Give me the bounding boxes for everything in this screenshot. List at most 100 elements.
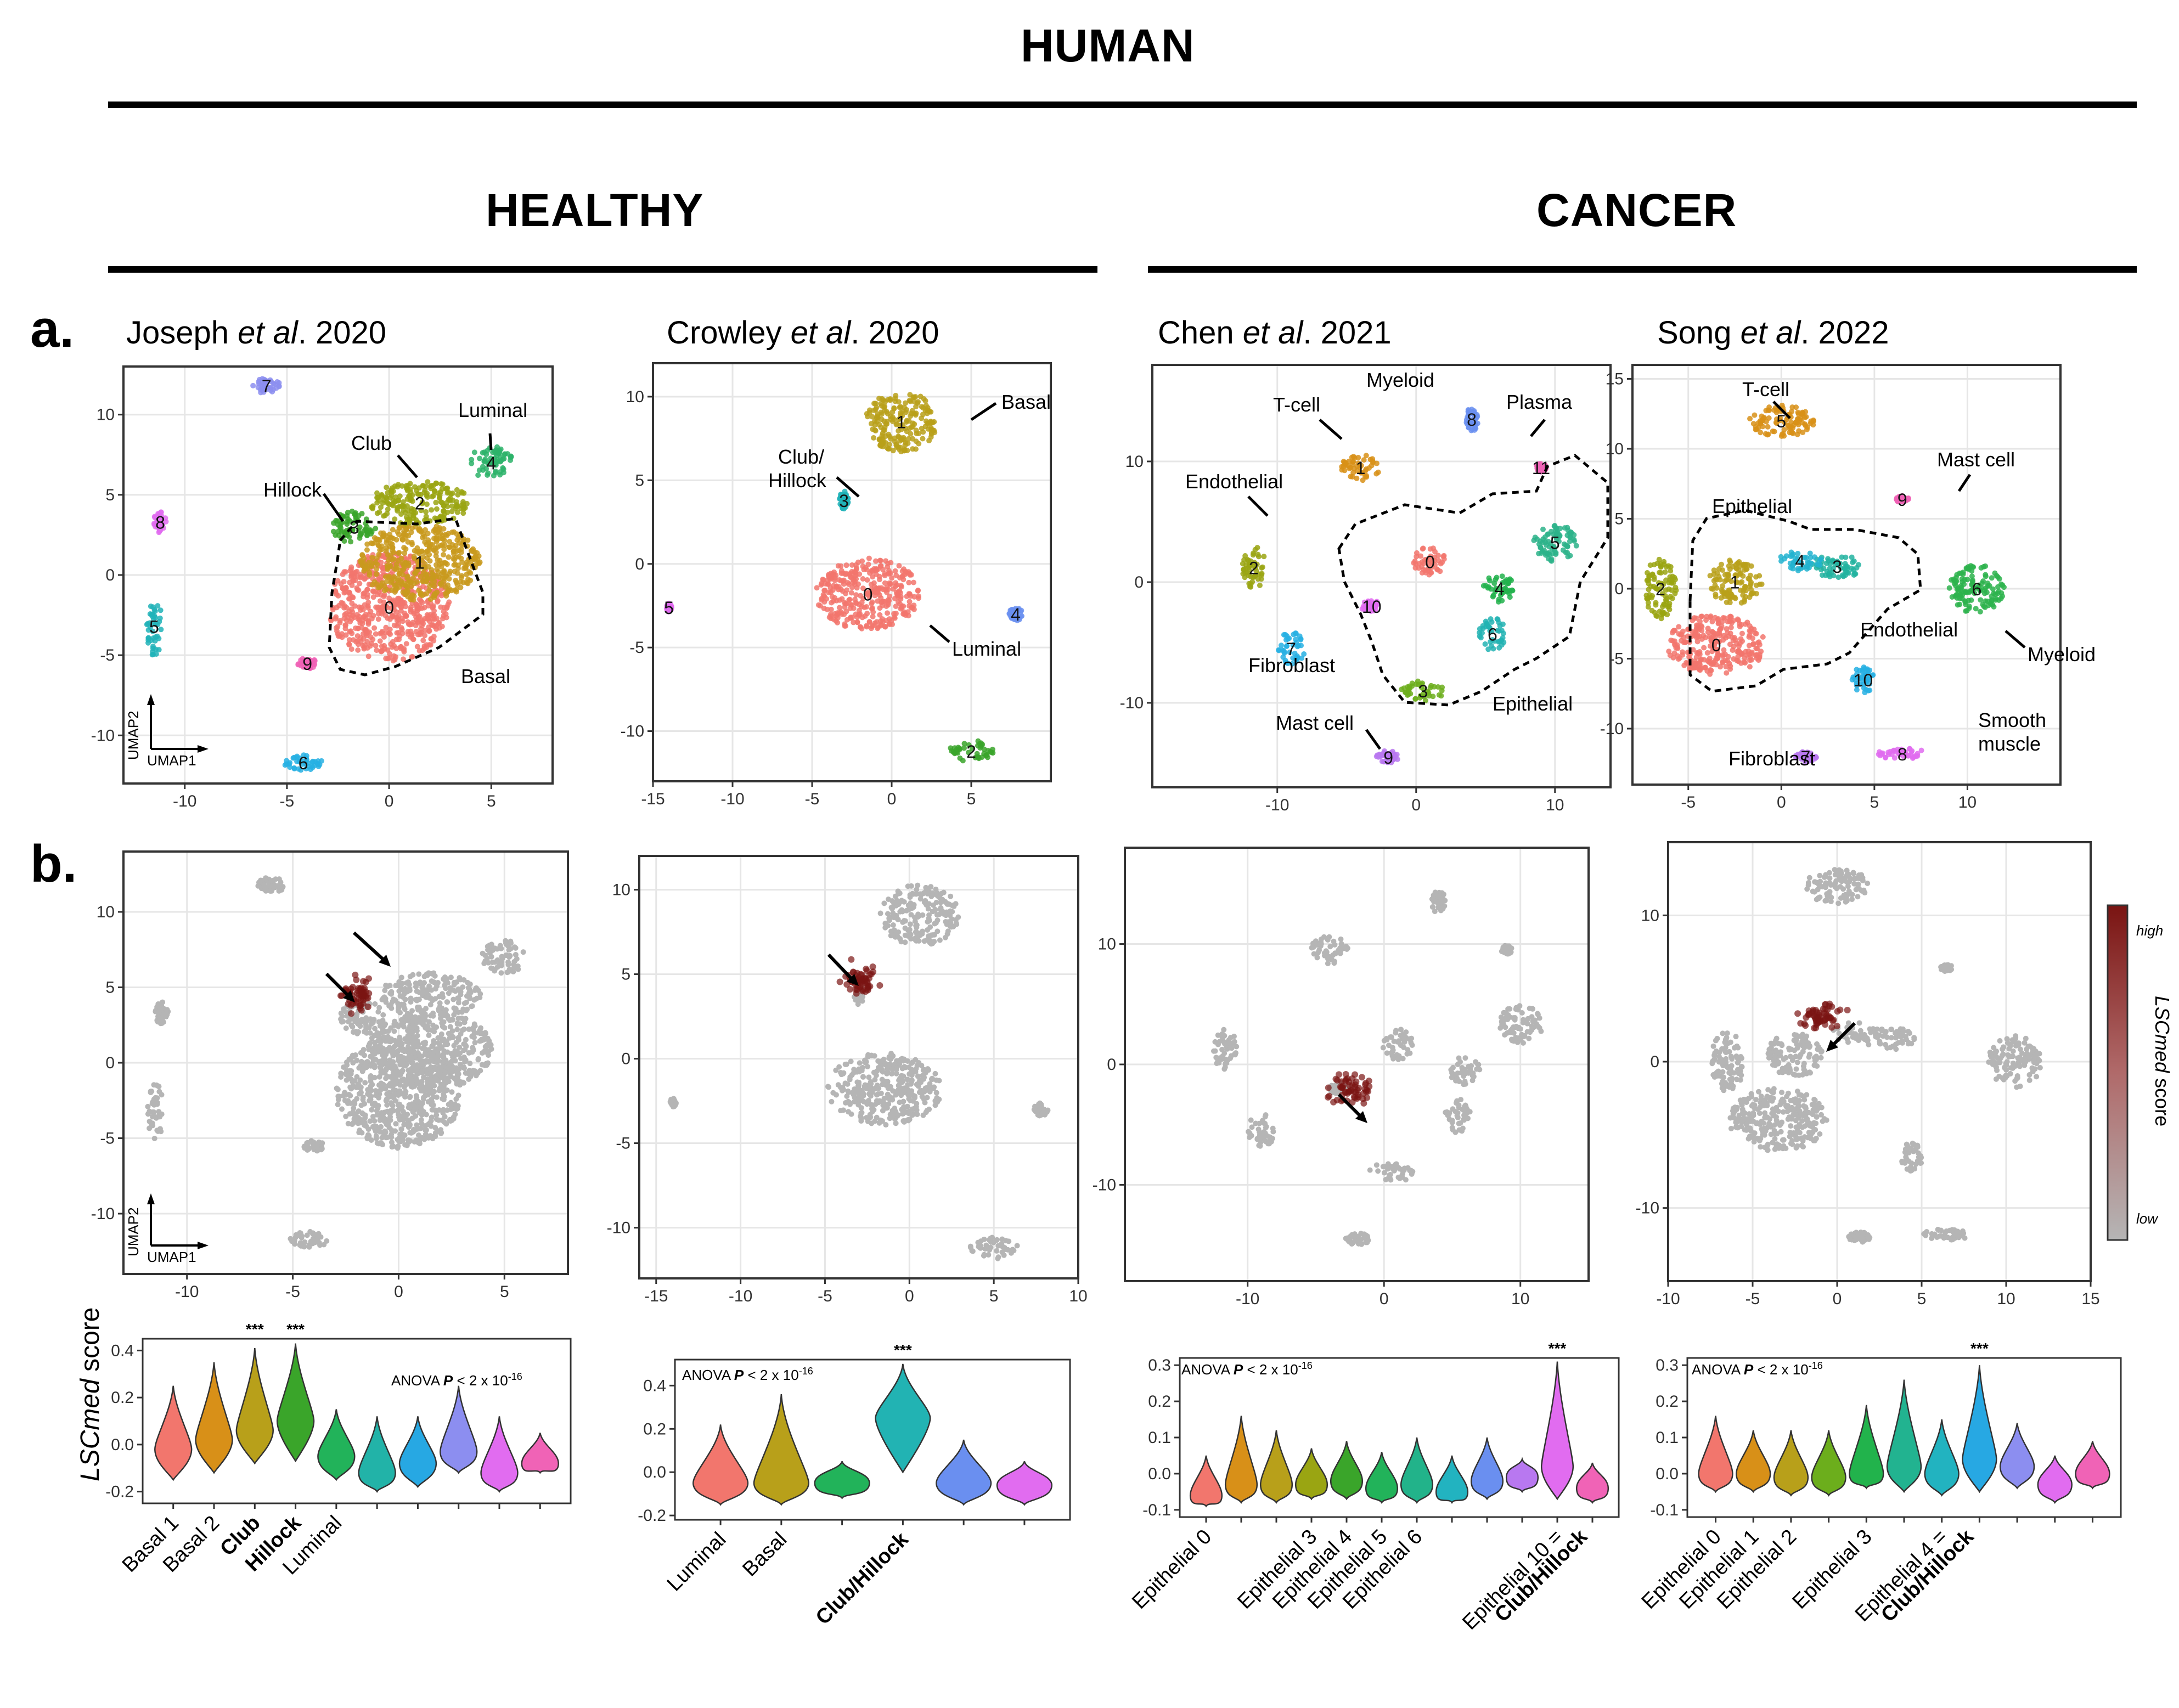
joseph-score-umap-cell-0-479 — [354, 1096, 360, 1102]
song-umap-point-6-118 — [1998, 595, 2004, 601]
chen-umap-point-7-41 — [1297, 633, 1303, 639]
joseph-umap-point-0-515 — [410, 619, 416, 625]
joseph-umap-point-0-514 — [401, 656, 407, 662]
song-umap-point-6-99 — [1983, 563, 1989, 569]
song-umap-point-5-98 — [1793, 419, 1799, 425]
joseph-score-umap-cell-1-328 — [423, 1046, 429, 1052]
crowley-umap-point-0-72 — [814, 585, 820, 591]
song-umap-point-3-34 — [1819, 572, 1825, 578]
joseph-score-umap-cell-0-557 — [338, 1074, 344, 1080]
song-umap-point-2-73 — [1653, 602, 1659, 608]
joseph-umap-point-2-198 — [408, 506, 414, 512]
song-umap-point-1-79 — [1753, 582, 1759, 588]
song-umap-point-8-39 — [1877, 749, 1883, 755]
crowley-umap-cluster-label-2: 2 — [966, 742, 976, 762]
chen-umap-point-7-29 — [1276, 647, 1282, 653]
song-umap-point-0-229 — [1703, 664, 1709, 670]
song-umap-point-3-39 — [1849, 554, 1855, 560]
joseph-umap-point-0-573 — [413, 629, 419, 635]
joseph-umap-cluster-label-1: 1 — [415, 553, 425, 573]
joseph-umap-point-6-36 — [298, 767, 304, 773]
song-umap-point-0-269 — [1692, 631, 1698, 637]
crowley-umap-point-1-195 — [880, 437, 886, 443]
song-umap-point-0-181 — [1738, 622, 1744, 628]
joseph-umap-point-2-2 — [374, 490, 380, 496]
song-umap-point-5-95 — [1766, 415, 1772, 421]
joseph-umap-point-1-304 — [386, 573, 392, 579]
joseph-umap-point-4-18 — [475, 472, 481, 478]
joseph-score-umap-cell-1-188 — [382, 1056, 388, 1062]
song-umap-point-1-92 — [1741, 599, 1747, 605]
crowley-umap-point-0-183 — [872, 620, 878, 626]
joseph-umap-point-0-595 — [346, 637, 352, 643]
joseph-score-umap-cell-0-602 — [387, 1081, 393, 1087]
song-umap-point-0-249 — [1744, 619, 1750, 625]
crowley-umap-point-2-29 — [989, 749, 995, 756]
joseph-umap-point-1-261 — [390, 535, 396, 542]
joseph-umap-point-1-181 — [369, 582, 375, 588]
joseph-umap-point-1-275 — [447, 544, 453, 550]
joseph-umap-point-2-180 — [453, 504, 459, 510]
crowley-umap-point-2-39 — [957, 755, 963, 761]
crowley-umap-point-1-155 — [910, 446, 916, 452]
joseph-score-umap-cell-1-315 — [432, 1064, 438, 1070]
joseph-score-umap-xtick-label-3: 5 — [500, 1283, 509, 1301]
crowley-umap-point-1-153 — [865, 414, 871, 420]
crowley-umap-point-0-139 — [894, 582, 900, 588]
joseph-umap-point-1-359 — [384, 578, 390, 584]
joseph-score-umap-cell-1-282 — [385, 1061, 391, 1067]
joseph-umap-point-1-231 — [454, 570, 460, 576]
joseph-umap-point-0-511 — [328, 618, 334, 624]
joseph-score-umap-cell-1-118 — [423, 1039, 429, 1045]
joseph-umap-point-0-356 — [387, 631, 393, 637]
joseph-umap-point-1-389 — [404, 584, 410, 590]
joseph-umap-point-0-316 — [441, 608, 447, 615]
joseph-umap-point-6-30 — [304, 757, 310, 763]
joseph-umap-point-2-62 — [433, 506, 440, 512]
joseph-umap-point-1-296 — [419, 593, 425, 599]
joseph-score-umap-cell-1-264 — [397, 1046, 403, 1052]
joseph-umap-point-0-171 — [370, 594, 376, 600]
joseph-umap-point-9-36 — [306, 660, 312, 666]
crowley-umap-cluster-label-1: 1 — [897, 413, 906, 432]
joseph-score-umap-cell-0-246 — [373, 1133, 379, 1139]
joseph-umap-point-0-607 — [432, 623, 438, 629]
song-umap-point-6-110 — [1949, 577, 1955, 583]
joseph-umap-point-0-299 — [357, 580, 363, 587]
chen-umap-bg — [1152, 365, 1611, 787]
joseph-umap-point-0-393 — [409, 654, 415, 660]
chen-umap-cluster-label-8: 8 — [1467, 410, 1477, 430]
crowley-umap-cluster-0 — [814, 555, 921, 632]
joseph-umap-cluster-label-9: 9 — [302, 654, 312, 674]
study-title-song: Song et al. 2022 — [1657, 315, 1889, 351]
song-umap-point-5-86 — [1795, 411, 1801, 417]
joseph-score-umap-cell-0-554 — [372, 1100, 378, 1106]
joseph-umap-point-0-575 — [428, 636, 434, 642]
joseph-umap-point-0-328 — [370, 588, 376, 594]
joseph-umap-point-3-55 — [339, 529, 345, 535]
song-umap-point-0-274 — [1723, 663, 1729, 669]
joseph-umap-point-0-582 — [373, 604, 379, 610]
joseph-umap-point-3-58 — [335, 518, 341, 524]
crowley-umap-cluster-1 — [864, 392, 938, 455]
chen-umap-point-3-32 — [1407, 685, 1413, 691]
crowley-umap-point-0-316 — [821, 593, 827, 599]
song-umap-xtick-label-2: 5 — [1870, 793, 1879, 811]
joseph-umap-point-2-27 — [423, 509, 429, 515]
healthy-rule — [108, 266, 1097, 273]
crowley-umap-point-0-327 — [869, 568, 875, 574]
song-umap-point-0-273 — [1728, 620, 1735, 626]
joseph-umap-point-1-417 — [451, 562, 457, 568]
song-umap-xtick-label-3: 10 — [1958, 793, 1977, 811]
joseph-umap-point-7-38 — [268, 379, 274, 385]
joseph-umap-point-1-318 — [411, 554, 417, 560]
song-umap-point-1-108 — [1730, 563, 1736, 570]
crowley-umap-point-0-48 — [910, 579, 916, 585]
joseph-umap-point-1-388 — [387, 563, 393, 569]
crowley-umap-point-0-220 — [870, 574, 876, 580]
crowley-umap-point-0-268 — [868, 582, 874, 588]
joseph-umap-point-2-168 — [425, 494, 431, 500]
joseph-umap-point-6-29 — [300, 761, 306, 767]
joseph-umap-point-4-54 — [469, 456, 475, 463]
song-umap-point-6-104 — [1960, 570, 1966, 576]
